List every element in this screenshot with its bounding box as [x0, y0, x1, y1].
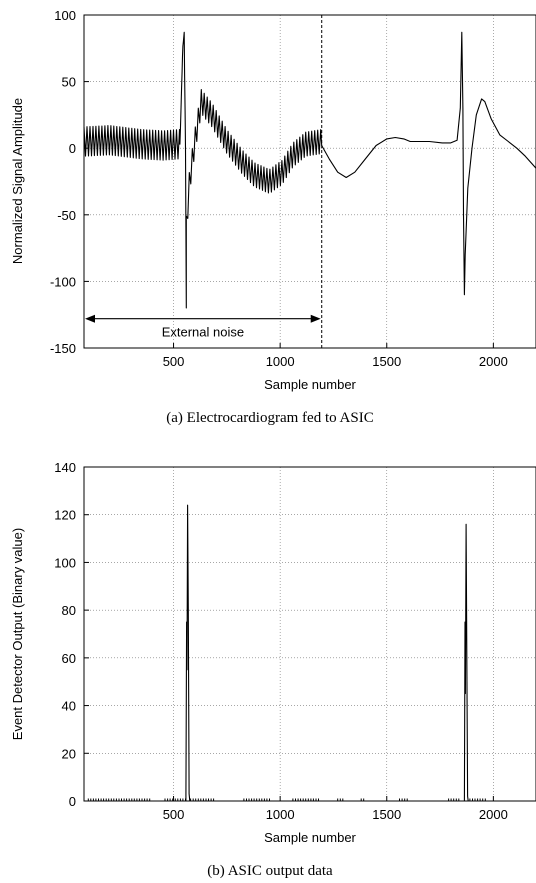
- y-axis-label-b: Event Detector Output (Binary value): [10, 528, 25, 740]
- b-xtick-label: 2000: [479, 807, 508, 822]
- plot-frame-a: [83, 14, 536, 349]
- panel-b: 500 1000 1500 2000 0 20 40 60 80 100 120 140 Sample…: [10, 460, 536, 879]
- a-ytick-label: -100: [50, 274, 76, 289]
- tick-labels-b: 500 1000 1500 2000 0 20 40 60 80 100 120 140: [54, 460, 508, 822]
- a-xtick-label: 1500: [372, 354, 401, 369]
- b-ytick-label: 80: [62, 603, 76, 618]
- a-ytick-label: 0: [69, 141, 76, 156]
- plot-frame-b: [83, 466, 536, 802]
- a-ytick-label: -150: [50, 341, 76, 356]
- b-xtick-label: 500: [163, 807, 185, 822]
- b-ytick-label: 40: [62, 699, 76, 714]
- x-axis-label-a: Sample number: [264, 377, 356, 392]
- y-axis-label-a: Normalized Signal Amplitude: [10, 98, 25, 264]
- arrowhead-left: [85, 314, 95, 323]
- caption-a: (a) Electrocardiogram fed to ASIC: [166, 410, 373, 426]
- b-xtick-label: 1500: [372, 807, 401, 822]
- a-ytick-label: 50: [62, 75, 76, 90]
- b-ytick-label: 60: [62, 651, 76, 666]
- b-ytick-label: 140: [54, 460, 76, 475]
- a-xtick-label: 2000: [479, 354, 508, 369]
- a-xtick-label: 500: [163, 354, 185, 369]
- x-axis-label-b: Sample number: [264, 830, 356, 845]
- ecg-trace: [83, 31, 536, 309]
- output-baseline-noise: [87, 798, 486, 801]
- b-ytick-label: 20: [62, 746, 76, 761]
- b-ytick-label: 120: [54, 508, 76, 523]
- arrowhead-right: [310, 314, 321, 323]
- b-ytick-label: 100: [54, 555, 76, 570]
- a-xtick-label: 1000: [266, 354, 295, 369]
- a-ytick-label: 100: [54, 8, 76, 23]
- grid-b: [84, 466, 536, 802]
- panel-a: 500 1000 1500 2000 -150 -100 -50 0 50 100 Externa…: [10, 8, 536, 426]
- a-ytick-label: -50: [57, 208, 76, 223]
- caption-b: (b) ASIC output data: [207, 863, 333, 879]
- external-noise-label: External noise: [162, 325, 244, 340]
- b-xtick-label: 1000: [266, 807, 295, 822]
- event-output-trace: [84, 504, 536, 802]
- b-ytick-label: 0: [69, 794, 76, 809]
- tick-labels-a: 500 1000 1500 2000 -150 -100 -50 0 50 100: [50, 8, 508, 369]
